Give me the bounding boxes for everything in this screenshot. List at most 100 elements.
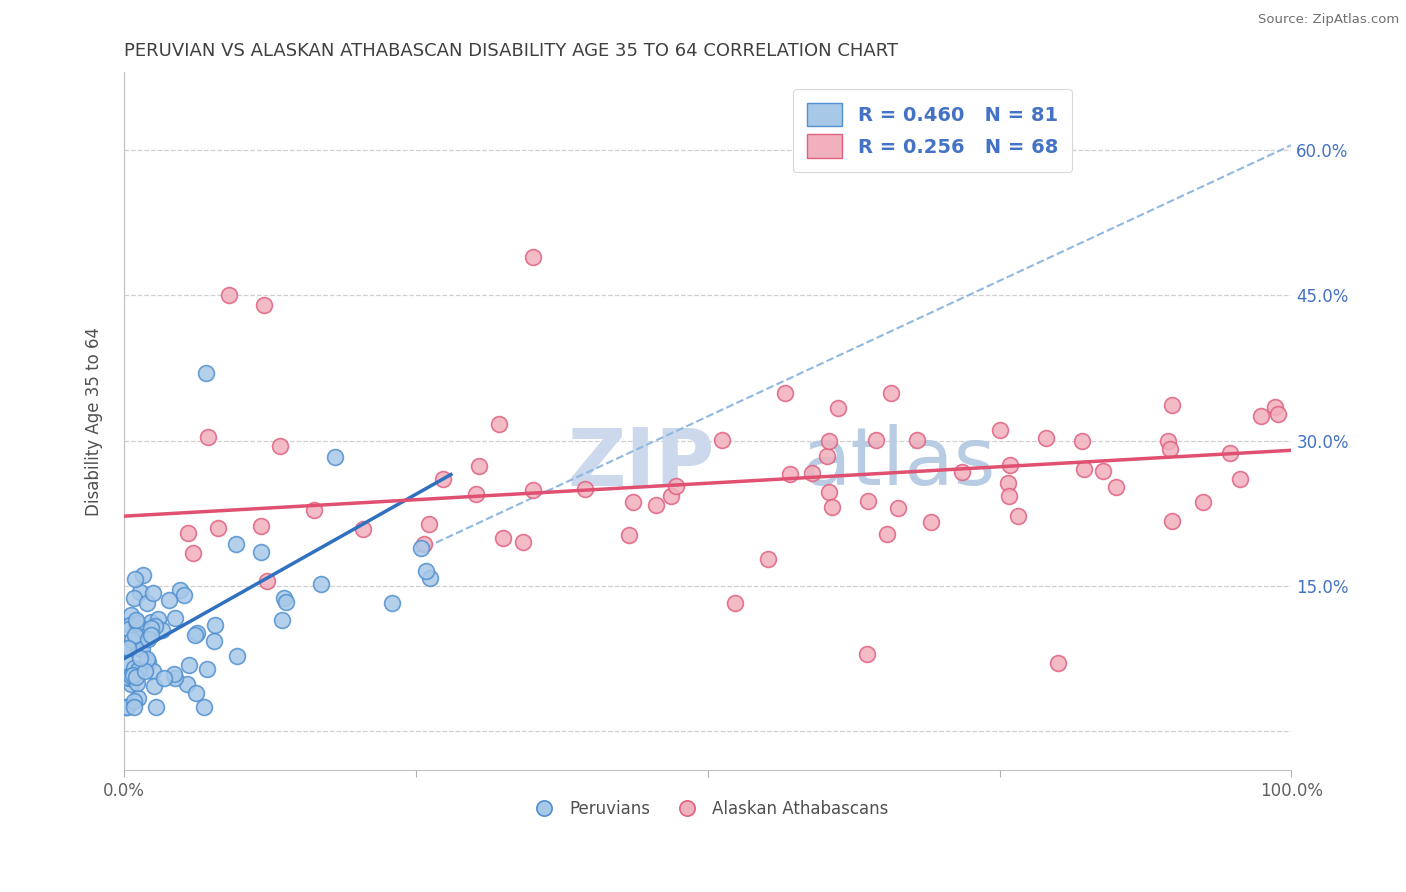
- Point: [249, 545, 271, 559]
- Point: [207, 521, 229, 535]
- Point: [125, 676, 148, 690]
- Point: [132, 568, 155, 582]
- Text: PERUVIAN VS ALASKAN ATHABASCAN DISABILITY AGE 35 TO 64 CORRELATION CHART: PERUVIAN VS ALASKAN ATHABASCAN DISABILIT…: [124, 42, 898, 60]
- Point: [115, 700, 138, 714]
- Point: [253, 298, 276, 312]
- Point: [136, 596, 159, 610]
- Point: [827, 401, 849, 416]
- Point: [311, 577, 333, 591]
- Point: [148, 611, 170, 625]
- Point: [522, 250, 544, 264]
- Point: [1192, 495, 1215, 509]
- Point: [415, 564, 437, 578]
- Point: [856, 494, 879, 508]
- Point: [302, 503, 325, 517]
- Point: [177, 658, 200, 673]
- Point: [1264, 400, 1286, 414]
- Point: [1161, 398, 1184, 412]
- Point: [574, 482, 596, 496]
- Point: [659, 489, 682, 503]
- Point: [134, 664, 156, 678]
- Point: [1073, 462, 1095, 476]
- Point: [139, 615, 162, 629]
- Point: [121, 633, 143, 648]
- Text: ZIP: ZIP: [568, 424, 716, 502]
- Point: [118, 623, 141, 637]
- Point: [115, 670, 138, 684]
- Point: [465, 487, 488, 501]
- Point: [1092, 464, 1115, 478]
- Point: [271, 613, 294, 627]
- Point: [1229, 472, 1251, 486]
- Point: [136, 655, 159, 669]
- Point: [125, 620, 148, 634]
- Point: [756, 552, 779, 566]
- Point: [419, 571, 441, 585]
- Point: [818, 484, 841, 499]
- Point: [163, 611, 186, 625]
- Point: [409, 541, 432, 555]
- Point: [1071, 434, 1094, 449]
- Point: [115, 700, 138, 714]
- Point: [467, 459, 489, 474]
- Point: [127, 690, 149, 705]
- Point: [125, 670, 148, 684]
- Point: [122, 694, 145, 708]
- Point: [256, 574, 278, 589]
- Point: [157, 592, 180, 607]
- Point: [665, 478, 688, 492]
- Point: [325, 450, 347, 464]
- Point: [142, 679, 165, 693]
- Point: [352, 522, 374, 536]
- Text: atlas: atlas: [801, 424, 995, 502]
- Point: [176, 676, 198, 690]
- Point: [141, 586, 163, 600]
- Point: [1046, 657, 1069, 671]
- Legend: Peruvians, Alaskan Athabascans: Peruvians, Alaskan Athabascans: [520, 793, 894, 824]
- Point: [131, 642, 153, 657]
- Point: [522, 483, 544, 498]
- Point: [779, 467, 801, 481]
- Point: [269, 439, 291, 453]
- Point: [488, 417, 510, 431]
- Point: [1219, 446, 1241, 460]
- Point: [492, 531, 515, 545]
- Point: [273, 591, 295, 606]
- Point: [1267, 407, 1289, 421]
- Point: [194, 366, 217, 380]
- Point: [856, 647, 879, 661]
- Point: [163, 666, 186, 681]
- Point: [1105, 480, 1128, 494]
- Point: [250, 518, 273, 533]
- Point: [621, 494, 644, 508]
- Point: [122, 591, 145, 606]
- Point: [1157, 434, 1180, 448]
- Point: [115, 640, 138, 655]
- Point: [122, 668, 145, 682]
- Point: [432, 472, 454, 486]
- Point: [880, 386, 903, 401]
- Point: [1035, 431, 1057, 445]
- Point: [125, 616, 148, 631]
- Point: [1160, 514, 1182, 528]
- Point: [128, 651, 150, 665]
- Point: [413, 536, 436, 550]
- Point: [645, 498, 668, 512]
- Point: [800, 466, 823, 480]
- Point: [1007, 508, 1029, 523]
- Point: [197, 430, 219, 444]
- Point: [118, 618, 141, 632]
- Point: [169, 582, 191, 597]
- Point: [225, 649, 247, 664]
- Point: [124, 573, 146, 587]
- Point: [876, 527, 898, 541]
- Point: [163, 672, 186, 686]
- Point: [988, 424, 1011, 438]
- Y-axis label: Disability Age 35 to 64: Disability Age 35 to 64: [86, 326, 103, 516]
- Point: [129, 622, 152, 636]
- Point: [186, 626, 208, 640]
- Point: [139, 621, 162, 635]
- Point: [150, 624, 173, 638]
- Point: [218, 288, 240, 302]
- Point: [821, 500, 844, 515]
